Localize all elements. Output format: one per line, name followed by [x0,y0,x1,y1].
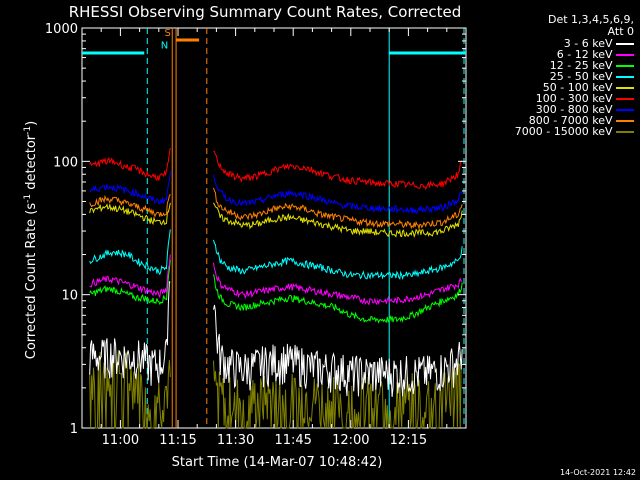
series-line-red [89,147,463,191]
legend-swatch [616,76,634,78]
legend-label: 300 - 800 keV [535,103,616,116]
legend-label: 50 - 100 keV [542,81,616,94]
marker-label: S [165,28,171,39]
legend-swatch [616,131,634,133]
series-line-blue [89,171,463,214]
legend-label: 800 - 7000 keV [528,114,616,127]
chart-title: RHESSI Observing Summary Count Rates, Co… [69,3,462,21]
x-tick-label: 11:30 [217,433,254,448]
x-tick-label: 11:00 [102,433,139,448]
x-tick-label: 11:15 [159,433,196,448]
legend-swatch [616,54,634,56]
legend-header: Det 1,3,4,5,6,9, [547,13,634,26]
legend-swatch [616,109,634,111]
x-axis-label: Start Time (14-Mar-07 10:48:42) [172,455,383,470]
y-tick-label: 100 [53,155,78,170]
series-line-green [89,259,463,324]
legend-label: 100 - 300 keV [535,92,616,105]
series-line-yellow [89,202,463,239]
legend-entry: 300 - 800 keV [536,104,634,115]
legend-label: 6 - 12 keV [556,48,616,61]
legend-label: 25 - 50 keV [549,70,616,83]
series-line-cyan [89,229,463,281]
legend-swatch [616,87,634,89]
legend-entry: 100 - 300 keV [536,93,634,104]
legend-swatch [616,120,634,122]
x-tick-label: 12:00 [332,433,369,448]
legend-entry: 50 - 100 keV [543,82,634,93]
legend-label: 12 - 25 keV [549,59,616,72]
legend-label: 3 - 6 keV [563,37,616,50]
y-tick-label: 1 [70,422,78,437]
legend-swatch [616,65,634,67]
series-line-magenta [89,254,463,306]
legend-entry: 3 - 6 keV [564,38,634,49]
y-tick-label: 1000 [45,22,78,37]
legend-entry: 800 - 7000 keV [529,115,634,126]
y-tick-label: 10 [61,289,78,304]
legend-swatch [616,43,634,45]
legend-swatch [616,98,634,100]
legend-entry: 6 - 12 keV [557,49,634,60]
x-tick-label: 12:15 [390,433,427,448]
legend-entry: 12 - 25 keV [550,60,634,71]
legend-header: Att 0 [607,25,634,38]
series-line-orange [89,187,463,231]
legend-entry: 25 - 50 keV [550,71,634,82]
legend-entry: 7000 - 15000 keV [515,126,634,137]
x-tick-label: 11:45 [274,433,311,448]
footer-date: 14-Oct-2021 12:42 [560,468,636,477]
series-line-white [89,280,463,398]
y-axis-label: Corrected Count Rate (s-1 detector-1) [23,121,39,359]
legend-label: 7000 - 15000 keV [514,125,616,138]
marker-label: N [161,41,168,52]
series-line-olive [89,350,463,430]
